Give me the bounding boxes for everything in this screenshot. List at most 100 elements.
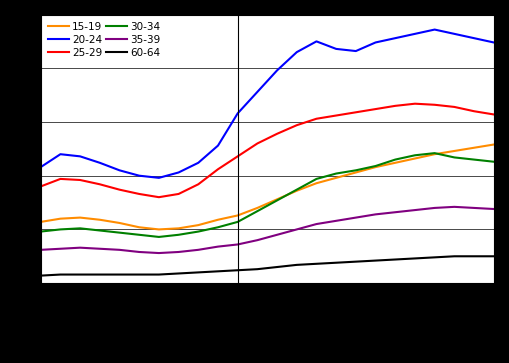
Line: 60-64: 60-64 (41, 256, 494, 276)
35-39 (432, 206, 438, 210)
35-39 (353, 215, 359, 220)
20-24 (136, 174, 142, 178)
30-34 (156, 235, 162, 239)
25-29 (333, 113, 339, 118)
15-19 (58, 216, 64, 221)
35-39 (254, 238, 261, 242)
30-34 (471, 158, 477, 162)
15-19 (451, 149, 458, 153)
60-64 (451, 254, 458, 258)
15-19 (254, 206, 261, 210)
35-39 (176, 250, 182, 254)
15-19 (412, 156, 418, 161)
20-24 (451, 32, 458, 36)
20-24 (97, 160, 103, 165)
25-29 (294, 123, 300, 127)
60-64 (432, 255, 438, 260)
60-64 (38, 273, 44, 278)
60-64 (156, 272, 162, 277)
20-24 (314, 39, 320, 44)
20-24 (235, 111, 241, 115)
20-24 (412, 32, 418, 36)
30-34 (314, 177, 320, 181)
20-24 (491, 40, 497, 45)
20-24 (215, 143, 221, 148)
35-39 (77, 245, 83, 250)
15-19 (432, 152, 438, 156)
30-34 (58, 227, 64, 232)
20-24 (195, 160, 202, 165)
35-39 (58, 246, 64, 251)
20-24 (333, 47, 339, 51)
Line: 15-19: 15-19 (41, 144, 494, 229)
30-34 (392, 158, 399, 162)
35-39 (117, 248, 123, 252)
60-64 (77, 272, 83, 277)
20-24 (156, 176, 162, 180)
35-39 (392, 210, 399, 215)
15-19 (333, 176, 339, 180)
15-19 (156, 227, 162, 232)
Line: 25-29: 25-29 (41, 104, 494, 197)
30-34 (97, 228, 103, 233)
Line: 30-34: 30-34 (41, 153, 494, 237)
35-39 (373, 212, 379, 217)
35-39 (235, 242, 241, 246)
20-24 (117, 168, 123, 172)
35-39 (294, 227, 300, 232)
30-34 (412, 153, 418, 158)
35-39 (471, 206, 477, 210)
15-19 (392, 160, 399, 165)
30-34 (215, 225, 221, 229)
30-34 (195, 229, 202, 234)
25-29 (215, 167, 221, 171)
25-29 (136, 192, 142, 196)
20-24 (274, 68, 280, 73)
30-34 (235, 220, 241, 224)
60-64 (136, 272, 142, 277)
20-24 (77, 154, 83, 159)
60-64 (215, 269, 221, 273)
15-19 (274, 197, 280, 201)
25-29 (353, 110, 359, 114)
60-64 (235, 268, 241, 272)
25-29 (156, 195, 162, 199)
25-29 (274, 132, 280, 136)
35-39 (195, 248, 202, 252)
30-34 (333, 171, 339, 176)
30-34 (451, 155, 458, 160)
15-19 (491, 142, 497, 147)
15-19 (373, 165, 379, 169)
Legend: 15-19, 20-24, 25-29, 30-34, 35-39, 60-64: 15-19, 20-24, 25-29, 30-34, 35-39, 60-64 (46, 20, 163, 60)
25-29 (97, 182, 103, 187)
35-39 (97, 246, 103, 251)
15-19 (97, 217, 103, 222)
15-19 (117, 221, 123, 225)
30-34 (176, 233, 182, 237)
35-39 (333, 219, 339, 223)
30-34 (491, 160, 497, 164)
60-64 (274, 265, 280, 269)
15-19 (77, 215, 83, 220)
30-34 (38, 229, 44, 234)
60-64 (117, 272, 123, 277)
15-19 (294, 188, 300, 193)
35-39 (451, 205, 458, 209)
60-64 (353, 260, 359, 264)
20-24 (38, 165, 44, 169)
30-34 (77, 226, 83, 231)
25-29 (471, 109, 477, 113)
35-39 (314, 222, 320, 226)
30-34 (274, 198, 280, 203)
25-29 (373, 107, 379, 111)
25-29 (254, 141, 261, 146)
35-39 (491, 207, 497, 211)
60-64 (254, 267, 261, 272)
30-34 (136, 233, 142, 237)
20-24 (471, 36, 477, 40)
20-24 (353, 49, 359, 53)
60-64 (176, 271, 182, 276)
25-29 (38, 184, 44, 189)
60-64 (471, 254, 477, 258)
30-34 (432, 151, 438, 155)
